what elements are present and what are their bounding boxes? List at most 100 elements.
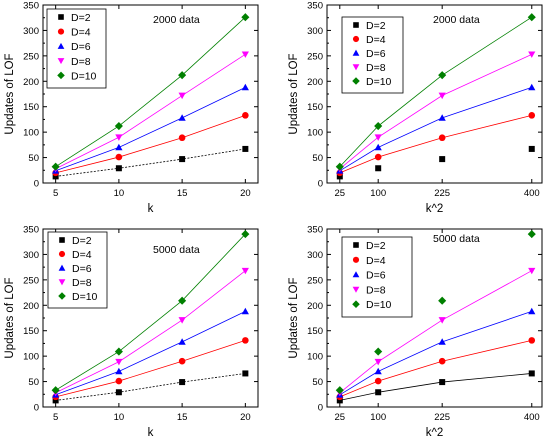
x-tick-label: 25 [335, 412, 346, 423]
data-point-d2 [439, 379, 446, 386]
data-point-d10 [241, 13, 250, 22]
y-tick-label: 250 [23, 51, 39, 62]
legend-label: D=6 [72, 263, 92, 275]
chart-panel-bottom-left: 0 50 100 150 200 250 300 350 5 10 15 20 k Updates of … [4, 225, 259, 439]
legend-label: D=4 [71, 27, 91, 39]
legend-box [341, 16, 404, 94]
y-tick-label: 100 [307, 352, 323, 363]
x-tick-label: 10 [114, 188, 125, 199]
data-point-d6 [528, 83, 536, 91]
y-tick-label: 50 [312, 153, 323, 164]
data-point-d2 [242, 370, 249, 377]
x-tick-label: 5 [53, 412, 58, 423]
data-point-d10 [178, 71, 187, 80]
x-tick-label: 15 [177, 188, 188, 199]
y-tick-label: 0 [318, 179, 323, 190]
data-point-d10 [527, 13, 536, 22]
data-point-d4 [115, 153, 123, 161]
y-tick-label: 100 [307, 128, 323, 139]
legend-label: D=8 [366, 62, 386, 74]
legend-label: D=2 [366, 240, 386, 252]
y-tick-label: 100 [23, 128, 39, 139]
x-tick-label: 15 [177, 412, 188, 423]
x-tick-label: 25 [335, 188, 346, 199]
data-point-d2 [52, 397, 59, 404]
y-tick-label: 150 [307, 326, 323, 337]
series-line-d10 [339, 16, 532, 168]
data-point-d4 [374, 377, 382, 385]
data-point-d10 [374, 121, 383, 131]
x-axis-title: k [148, 203, 154, 215]
legend-label: D=8 [71, 56, 91, 68]
series-line-d6 [339, 87, 532, 172]
y-tick-label: 350 [23, 225, 39, 236]
data-point-d10 [335, 162, 344, 171]
legend-marker [58, 14, 64, 20]
data-point-d8 [115, 358, 123, 366]
legend-marker [353, 22, 359, 28]
x-tick-label: 400 [524, 188, 540, 199]
data-point-d6 [374, 143, 382, 151]
legend-marker [352, 300, 360, 308]
data-point-d2 [439, 156, 446, 163]
data-point-d2 [52, 173, 59, 180]
legend-label: D=6 [366, 270, 386, 282]
data-point-d8 [178, 92, 186, 100]
series-line-d10 [55, 16, 246, 168]
legend-marker [58, 292, 66, 300]
y-axis-title: Updates of LOF [288, 53, 300, 134]
data-point-d6 [178, 338, 186, 345]
chart-panel-bottom-right: 0 50 100 150 200 250 300 350 25 100 225 400 k^2 Updat… [288, 225, 543, 439]
series-line-d2 [55, 373, 246, 401]
legend-box [46, 8, 107, 89]
y-tick-label: 200 [307, 301, 323, 312]
data-point-d4 [528, 112, 536, 119]
legend-label: D=8 [72, 277, 92, 289]
y-tick-label: 150 [307, 102, 323, 113]
data-point-d4 [528, 337, 536, 344]
data-point-d10 [51, 162, 60, 171]
data-point-d8 [528, 51, 536, 58]
data-point-d6 [438, 338, 446, 345]
data-point-d6 [241, 307, 249, 315]
legend-marker [57, 42, 65, 49]
legend-label: D=4 [366, 255, 386, 267]
legend-marker [352, 35, 360, 43]
data-point-d2 [528, 145, 535, 152]
x-tick-label: 100 [370, 188, 386, 199]
data-point-d6 [115, 143, 123, 151]
legend-marker [59, 237, 65, 243]
y-tick-label: 300 [23, 26, 39, 37]
data-point-d4 [438, 134, 446, 142]
data-point-d8 [374, 134, 382, 141]
y-tick-label: 250 [307, 275, 323, 286]
data-point-d2 [375, 165, 382, 172]
series-line-d6 [55, 311, 246, 396]
data-size-annotation: 2000 data [153, 14, 200, 26]
series-line-d6 [55, 87, 246, 172]
data-point-d2 [375, 389, 382, 396]
legend-label: D=2 [72, 235, 92, 247]
y-axis-title: Updates of LOF [288, 277, 300, 358]
data-point-d2 [115, 165, 122, 172]
series-line-d10 [55, 233, 246, 391]
series-line-d6 [339, 311, 532, 396]
series-line-d4 [339, 114, 532, 174]
y-axis-title: Updates of LOF [4, 277, 16, 358]
y-tick-label: 150 [23, 102, 39, 113]
legend-marker [58, 264, 66, 271]
data-point-d2 [336, 397, 343, 404]
data-point-d4 [178, 134, 186, 142]
legend-marker [352, 77, 360, 85]
data-point-d6 [528, 307, 536, 315]
legend-marker [352, 271, 360, 278]
data-point-d4 [242, 112, 249, 119]
y-tick-label: 0 [34, 403, 39, 414]
y-tick-label: 300 [23, 250, 39, 261]
y-tick-label: 0 [34, 179, 39, 190]
data-point-d6 [178, 114, 186, 121]
y-tick-label: 200 [23, 301, 39, 312]
legend-label: D=8 [366, 284, 386, 296]
data-point-d10 [335, 386, 344, 395]
legend-marker [57, 28, 65, 35]
